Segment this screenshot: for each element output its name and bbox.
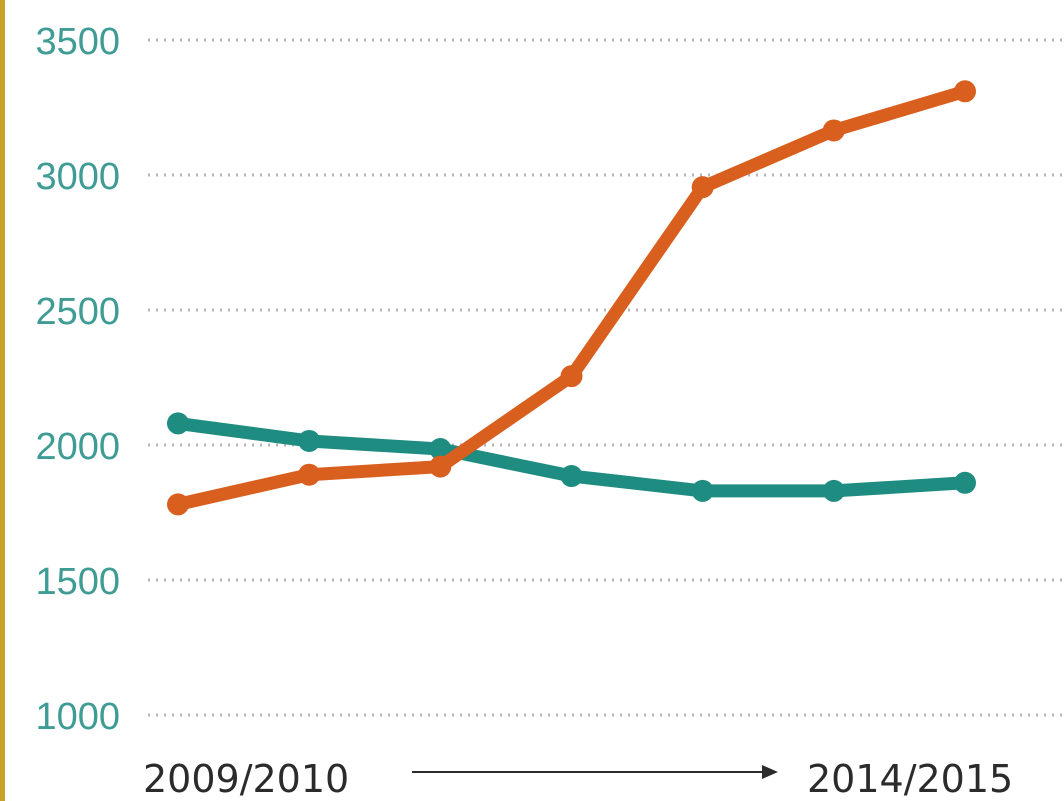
data-point <box>691 479 714 502</box>
x-axis-arrow-head <box>762 765 778 779</box>
x-axis: 2009/2010 2014/2015 <box>143 757 1013 801</box>
data-point <box>954 80 976 103</box>
data-point <box>298 429 321 452</box>
data-point <box>822 119 845 142</box>
data-point <box>429 455 452 478</box>
data-point <box>822 479 845 502</box>
data-point <box>167 412 189 435</box>
series-1 <box>167 412 976 502</box>
series-2 <box>167 80 976 516</box>
y-tick-label: 1500 <box>35 561 120 603</box>
data-point <box>691 176 714 199</box>
x-end-label: 2014/2015 <box>807 757 1013 801</box>
series-layer <box>167 80 976 516</box>
data-point <box>298 463 321 486</box>
y-axis-ticks: 3500 3000 2500 2000 1500 1000 <box>35 21 120 738</box>
y-tick-label: 3000 <box>35 156 120 198</box>
y-tick-label: 2500 <box>35 291 120 333</box>
data-point <box>429 438 452 461</box>
y-tick-label: 3500 <box>35 21 120 63</box>
left-border-accent <box>0 0 5 801</box>
y-tick-label: 2000 <box>35 426 120 468</box>
grid-layer <box>148 38 1064 717</box>
y-tick-label: 1000 <box>35 696 120 738</box>
data-point <box>560 365 583 388</box>
x-start-label: 2009/2010 <box>143 757 349 801</box>
data-point <box>954 471 976 494</box>
data-point <box>560 465 583 488</box>
data-point <box>167 493 189 516</box>
